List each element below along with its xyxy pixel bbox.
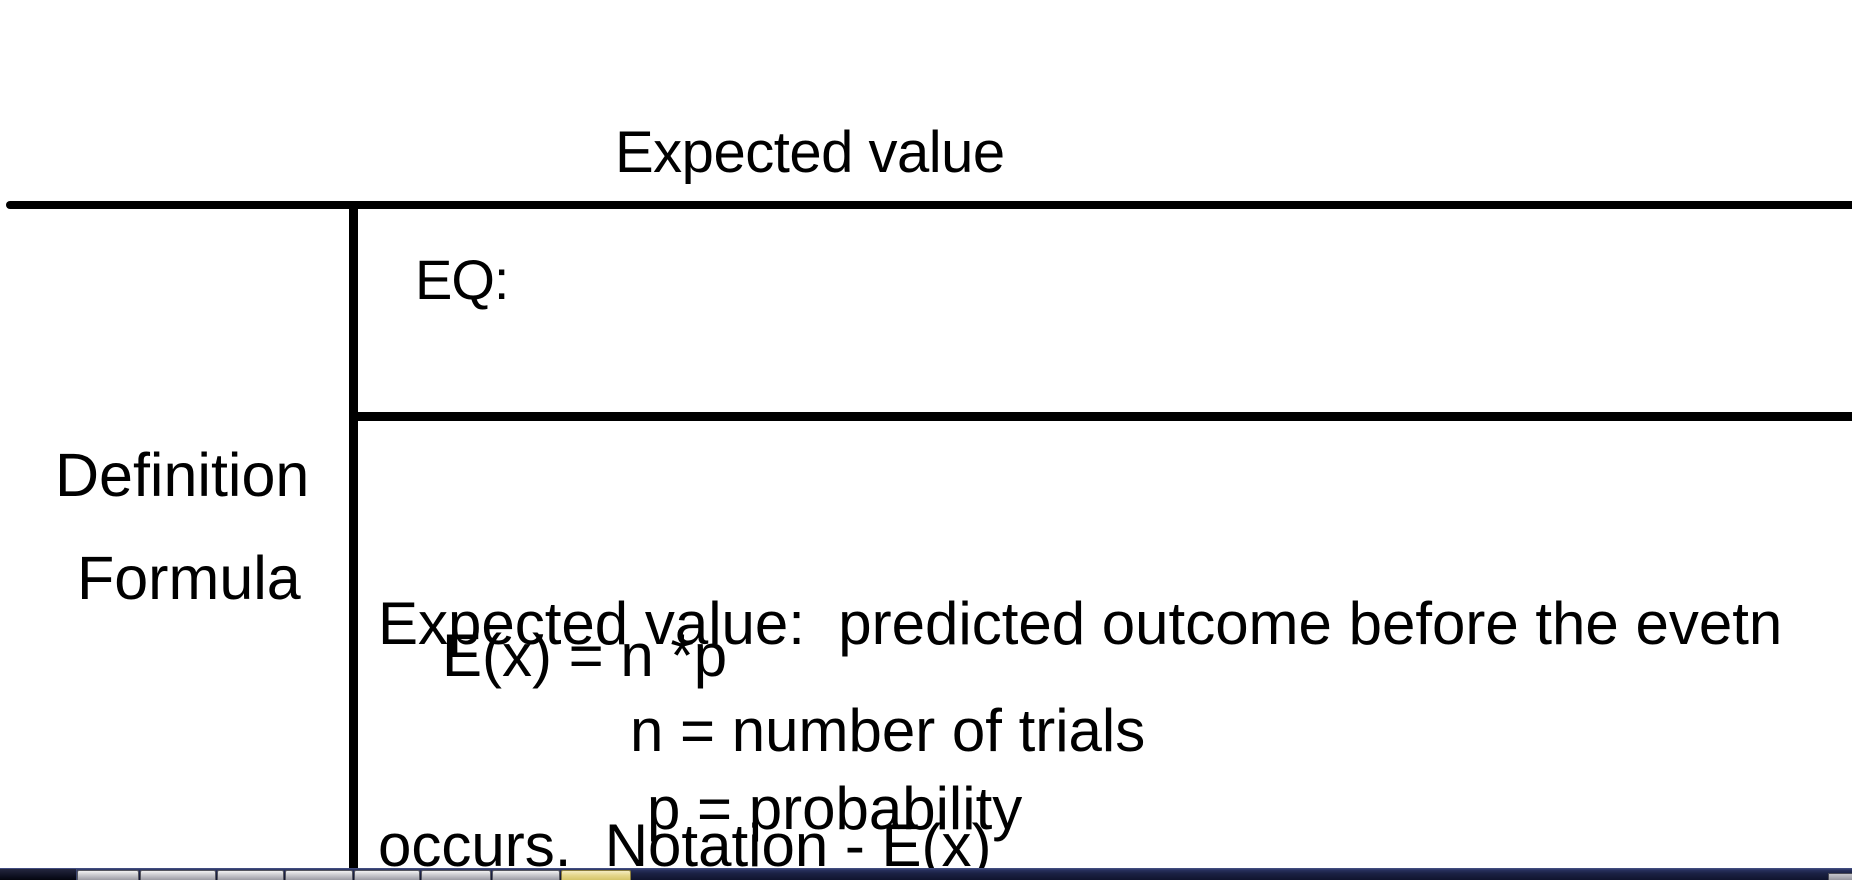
taskbar <box>0 868 1852 880</box>
table-top-rule <box>6 201 1852 209</box>
row-label-definition: Definition <box>55 441 310 509</box>
start-button[interactable] <box>0 869 77 880</box>
definition-text-line2: occurs. Notation - E(x) <box>378 812 992 879</box>
eq-cell-label: EQ: <box>415 248 509 311</box>
taskbar-window-button[interactable] <box>492 870 560 880</box>
formula-equation: E(x) = n *p <box>442 622 728 689</box>
formula-n-definition: n = number of trials <box>630 697 1146 764</box>
formula-p-definition: p = probability <box>647 775 1023 842</box>
taskbar-window-button[interactable] <box>140 870 216 880</box>
row-label-formula: Formula <box>77 544 301 612</box>
taskbar-window-button[interactable] <box>77 870 139 880</box>
page-title: Expected value <box>615 120 1005 185</box>
taskbar-window-button[interactable] <box>421 870 491 880</box>
taskbar-window-button[interactable] <box>217 870 284 880</box>
system-tray[interactable] <box>1828 873 1852 880</box>
taskbar-window-button[interactable] <box>354 870 420 880</box>
taskbar-window-button-active[interactable] <box>561 870 631 880</box>
table-middle-rule <box>352 412 1852 421</box>
table-vertical-rule <box>349 203 358 872</box>
taskbar-window-button[interactable] <box>285 870 353 880</box>
definition-text-line1: Expected value: predicted outcome before… <box>378 590 1783 657</box>
definition-text: Expected value: predicted outcome before… <box>378 439 1782 880</box>
